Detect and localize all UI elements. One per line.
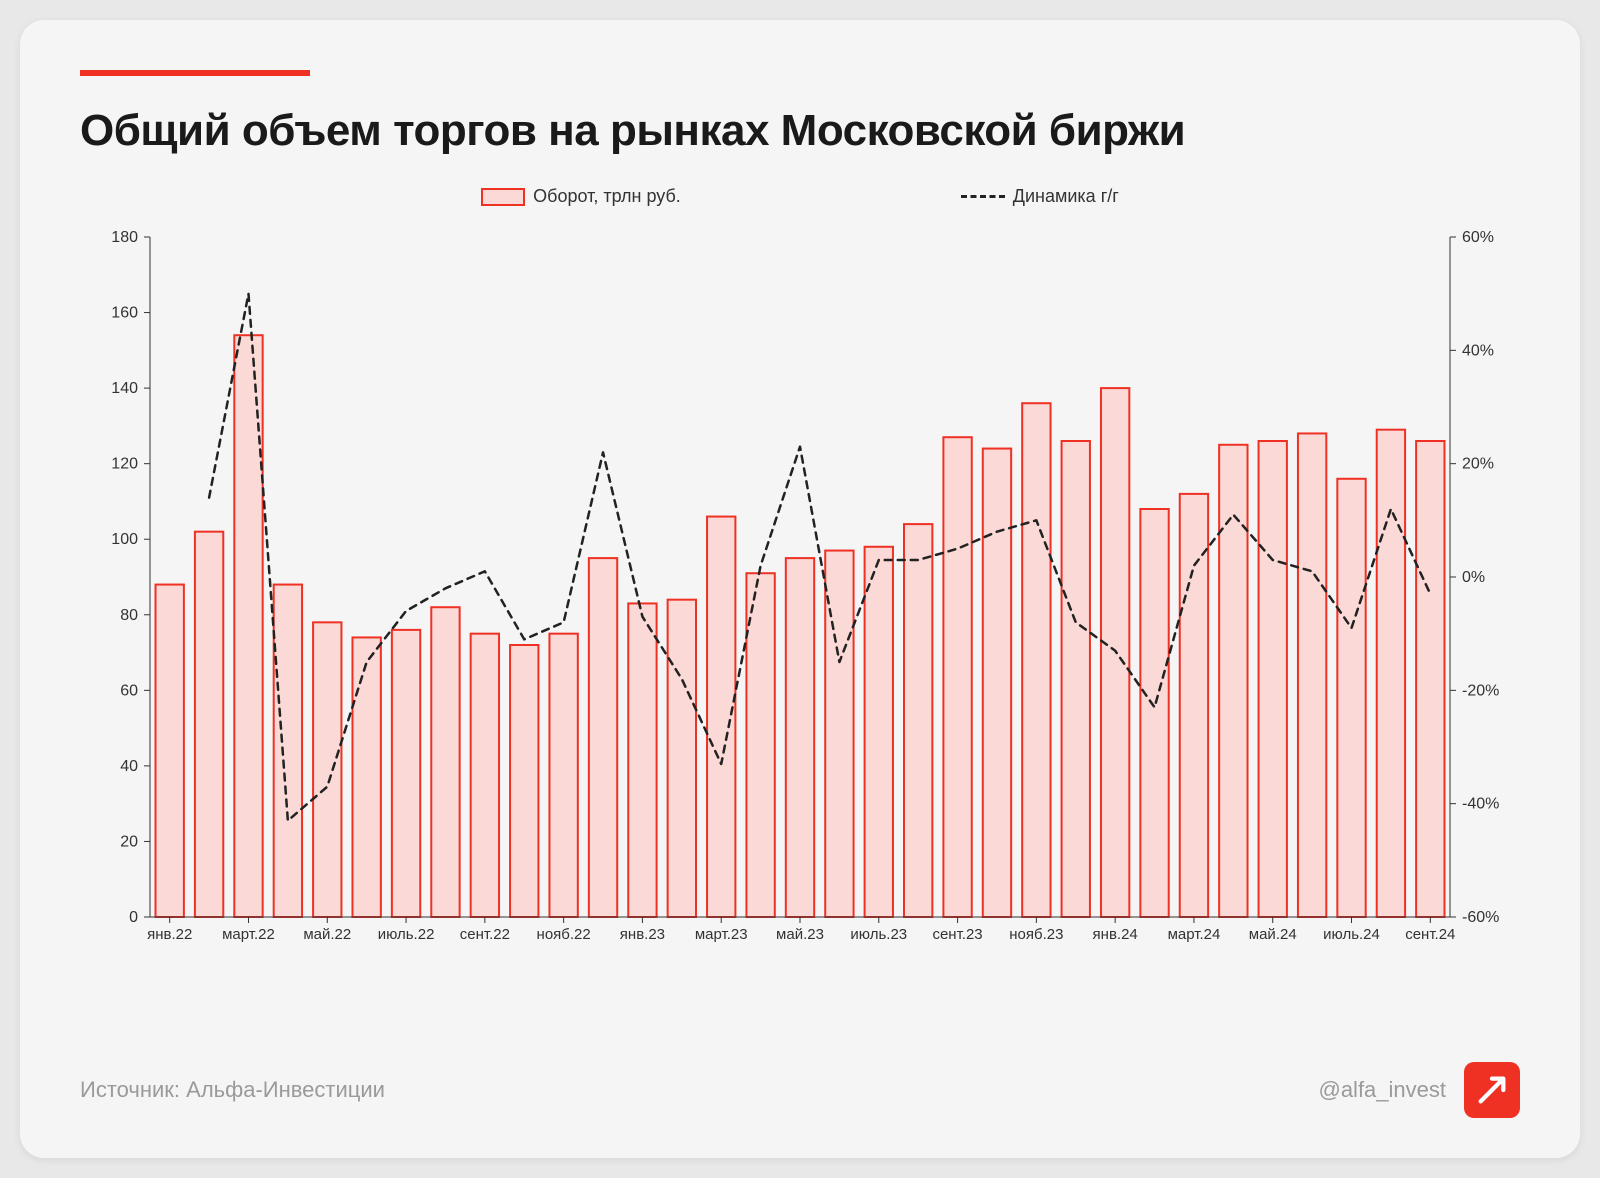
svg-text:60%: 60% <box>1462 229 1494 246</box>
bar <box>549 634 577 917</box>
bar <box>431 607 459 917</box>
bar <box>195 532 223 917</box>
legend-label-bars: Оборот, трлн руб. <box>533 186 681 207</box>
bar <box>1377 430 1405 917</box>
svg-text:100: 100 <box>111 531 138 548</box>
source-text: Источник: Альфа-Инвестиции <box>80 1077 385 1103</box>
svg-text:май.23: май.23 <box>776 926 824 943</box>
svg-text:нояб.22: нояб.22 <box>537 926 591 943</box>
bar <box>628 603 656 917</box>
bar <box>471 634 499 917</box>
svg-text:-20%: -20% <box>1462 682 1499 699</box>
accent-bar <box>80 70 310 76</box>
chart-title: Общий объем торгов на рынках Московской … <box>80 106 1520 156</box>
svg-text:июль.22: июль.22 <box>378 926 435 943</box>
bar <box>1298 433 1326 917</box>
bar <box>352 637 380 917</box>
svg-text:май.22: май.22 <box>303 926 351 943</box>
svg-text:июль.23: июль.23 <box>850 926 907 943</box>
svg-text:нояб.23: нояб.23 <box>1009 926 1063 943</box>
bar <box>1259 441 1287 917</box>
svg-text:-60%: -60% <box>1462 909 1499 926</box>
svg-text:80: 80 <box>120 607 138 624</box>
svg-text:сент.23: сент.23 <box>932 926 982 943</box>
bar <box>943 437 971 917</box>
svg-text:март.23: март.23 <box>695 926 748 943</box>
chart-svg: 0 20 40 60 80 100 120 140 160 180 -60% -40% -20% 0% 20… <box>80 217 1520 967</box>
svg-text:янв.22: янв.22 <box>147 926 192 943</box>
svg-text:120: 120 <box>111 456 138 473</box>
svg-text:20%: 20% <box>1462 456 1494 473</box>
svg-text:20: 20 <box>120 833 138 850</box>
svg-text:180: 180 <box>111 229 138 246</box>
brand-logo-icon <box>1464 1062 1520 1118</box>
svg-text:0%: 0% <box>1462 569 1485 586</box>
svg-text:март.24: март.24 <box>1168 926 1221 943</box>
bar <box>1140 509 1168 917</box>
bar <box>1022 403 1050 917</box>
svg-text:янв.24: янв.24 <box>1093 926 1138 943</box>
bar <box>392 630 420 917</box>
footer-right: @alfa_invest <box>1318 1062 1520 1118</box>
legend: Оборот, трлн руб. Динамика г/г <box>80 186 1520 207</box>
svg-text:40%: 40% <box>1462 342 1494 359</box>
bar <box>1062 441 1090 917</box>
svg-text:сент.22: сент.22 <box>460 926 510 943</box>
legend-swatch-line <box>961 195 1005 198</box>
svg-text:160: 160 <box>111 305 138 322</box>
svg-text:-40%: -40% <box>1462 796 1499 813</box>
bar <box>589 558 617 917</box>
svg-text:июль.24: июль.24 <box>1323 926 1380 943</box>
svg-text:40: 40 <box>120 758 138 775</box>
svg-text:140: 140 <box>111 380 138 397</box>
bar <box>1337 479 1365 917</box>
legend-label-line: Динамика г/г <box>1013 186 1119 207</box>
bar <box>865 547 893 917</box>
legend-item-bars: Оборот, трлн руб. <box>481 186 681 207</box>
bar <box>156 585 184 917</box>
bar <box>746 573 774 917</box>
bar <box>1180 494 1208 917</box>
chart-card: Общий объем торгов на рынках Московской … <box>20 20 1580 1158</box>
svg-text:60: 60 <box>120 682 138 699</box>
legend-swatch-bar <box>481 188 525 206</box>
svg-text:янв.23: янв.23 <box>620 926 665 943</box>
bar <box>707 517 735 917</box>
bar <box>668 600 696 917</box>
chart-area: 0 20 40 60 80 100 120 140 160 180 -60% -40% -20% 0% 20… <box>80 217 1520 967</box>
bar <box>786 558 814 917</box>
svg-text:май.24: май.24 <box>1249 926 1297 943</box>
bar <box>510 645 538 917</box>
footer: Источник: Альфа-Инвестиции @alfa_invest <box>80 1062 1520 1118</box>
bar <box>274 585 302 917</box>
bar <box>983 449 1011 917</box>
bar <box>825 551 853 917</box>
legend-item-line: Динамика г/г <box>961 186 1119 207</box>
handle-text: @alfa_invest <box>1318 1077 1446 1103</box>
bar <box>904 524 932 917</box>
svg-text:0: 0 <box>129 909 138 926</box>
bar <box>1416 441 1444 917</box>
svg-text:сент.24: сент.24 <box>1405 926 1455 943</box>
svg-text:март.22: март.22 <box>222 926 275 943</box>
bar <box>313 622 341 917</box>
